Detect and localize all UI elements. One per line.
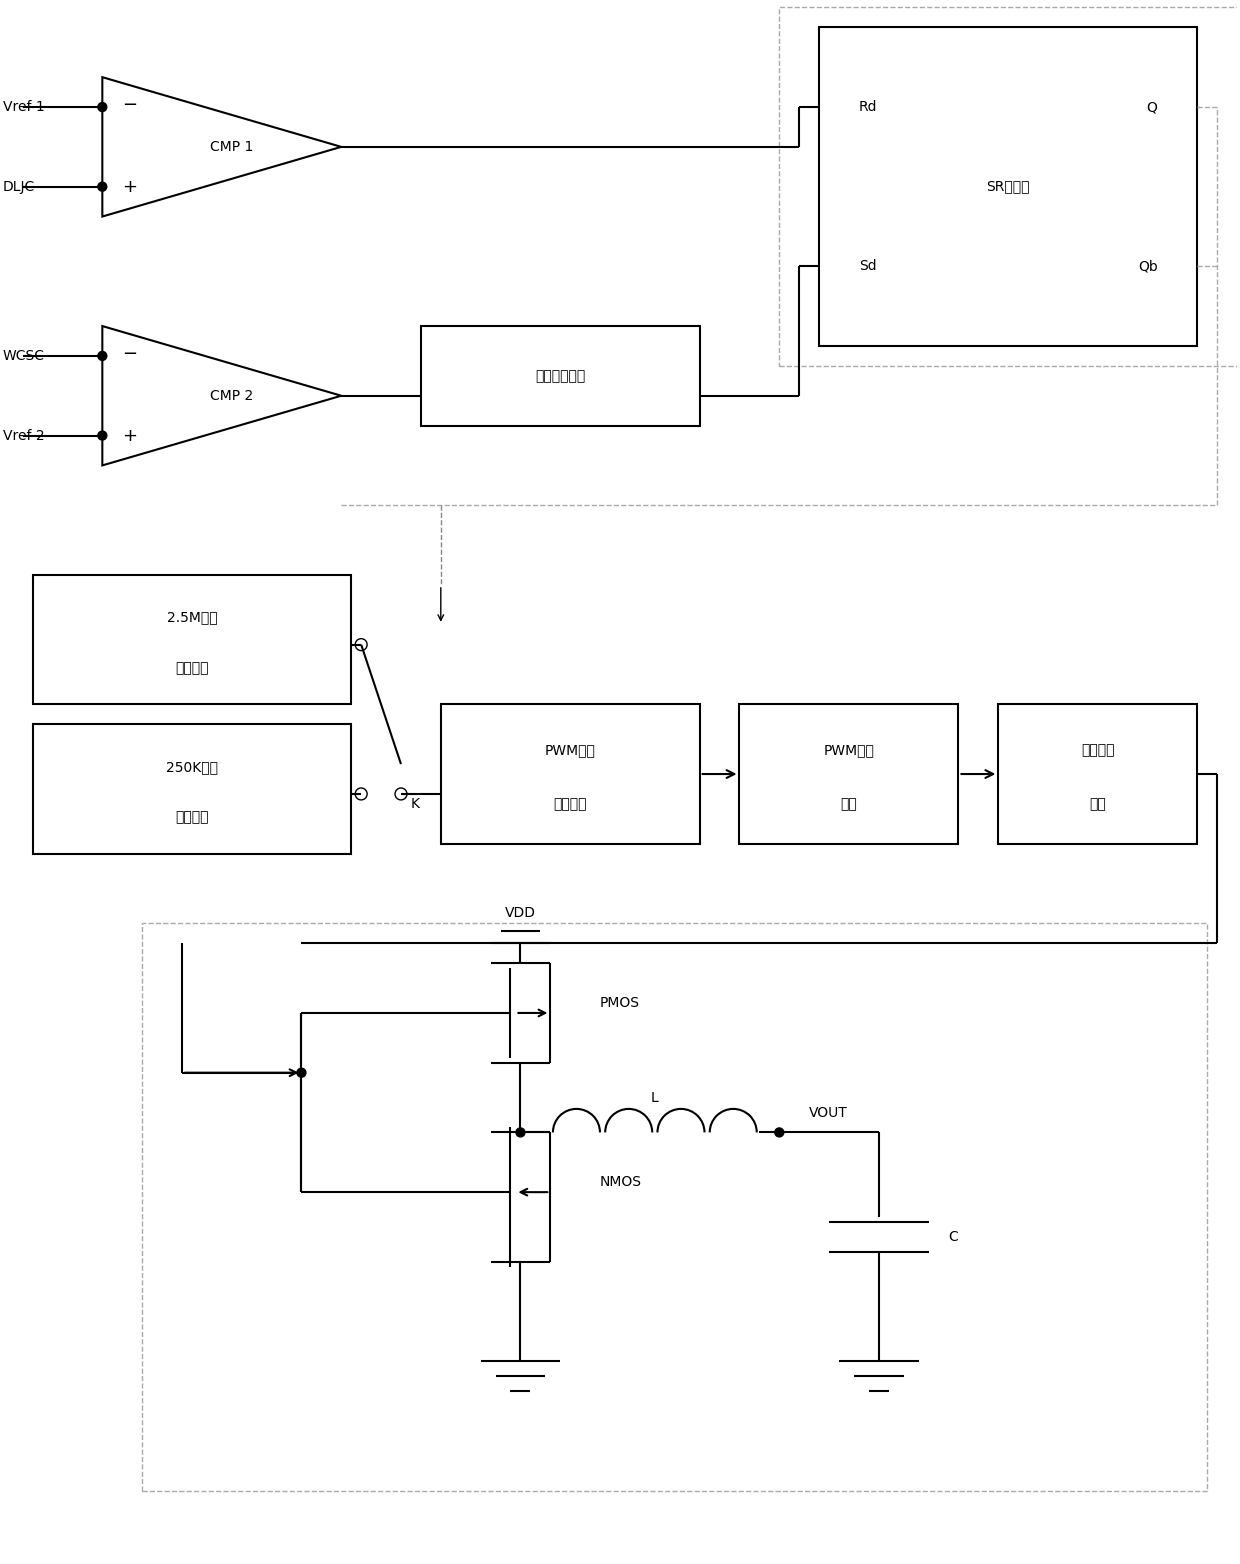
Text: 脉冲信号: 脉冲信号 — [175, 810, 208, 824]
Text: Vref 2: Vref 2 — [2, 429, 45, 443]
Text: C: C — [949, 1229, 959, 1243]
Text: Qb: Qb — [1138, 260, 1158, 274]
Text: 脉冲产生电路: 脉冲产生电路 — [536, 369, 585, 383]
Text: PMOS: PMOS — [600, 996, 640, 1010]
Text: PWM调制: PWM调制 — [823, 743, 874, 757]
Bar — [143, 923, 1208, 1490]
Bar — [998, 704, 1198, 843]
Text: K: K — [410, 798, 420, 810]
Text: CMP 1: CMP 1 — [210, 139, 253, 153]
Bar — [420, 325, 699, 425]
Text: 信号: 信号 — [841, 798, 857, 812]
Bar — [779, 8, 1240, 366]
Text: +: + — [123, 427, 138, 444]
Circle shape — [516, 1128, 525, 1137]
Text: WCSC: WCSC — [2, 349, 45, 363]
Text: PWM时钟: PWM时钟 — [544, 743, 595, 757]
Circle shape — [98, 181, 107, 191]
Text: DLJC: DLJC — [2, 180, 35, 194]
Text: VDD: VDD — [505, 907, 536, 920]
Bar — [739, 704, 959, 843]
Text: CMP 2: CMP 2 — [210, 389, 253, 404]
Text: Sd: Sd — [859, 260, 877, 274]
Bar — [440, 704, 699, 843]
Text: 脉冲信号: 脉冲信号 — [175, 662, 208, 676]
Text: 250K时钟: 250K时钟 — [166, 760, 218, 774]
Text: SR触发器: SR触发器 — [987, 180, 1030, 194]
Circle shape — [98, 103, 107, 111]
Text: 2.5M时钟: 2.5M时钟 — [166, 610, 217, 624]
Circle shape — [775, 1128, 784, 1137]
Circle shape — [98, 432, 107, 439]
Bar — [32, 576, 351, 704]
Bar — [32, 724, 351, 854]
Text: +: + — [123, 178, 138, 196]
Text: −: − — [123, 346, 138, 363]
Text: 开关控制: 开关控制 — [1081, 743, 1115, 757]
Circle shape — [296, 1068, 306, 1078]
Text: 信号: 信号 — [1090, 798, 1106, 812]
Text: VOUT: VOUT — [810, 1106, 848, 1120]
Text: L: L — [651, 1090, 658, 1104]
Text: −: − — [123, 95, 138, 114]
Text: 脉冲信号: 脉冲信号 — [553, 798, 587, 812]
Text: Q: Q — [1147, 100, 1158, 114]
Circle shape — [98, 352, 107, 360]
Text: Vref 1: Vref 1 — [2, 100, 45, 114]
Text: NMOS: NMOS — [600, 1175, 642, 1189]
Bar — [820, 28, 1198, 346]
Text: Rd: Rd — [859, 100, 878, 114]
